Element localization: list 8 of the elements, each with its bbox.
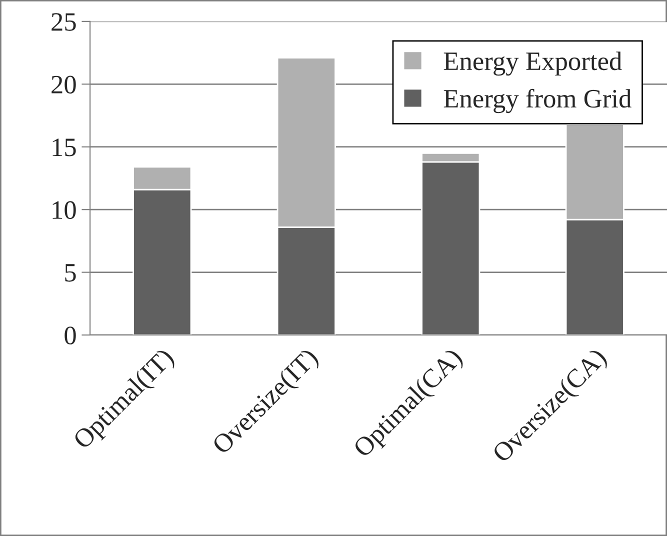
y-tick-label: 15 [52, 138, 76, 156]
legend-label: Energy Exported [444, 52, 622, 76]
y-tick-label: 20 [52, 76, 76, 94]
y-tick-label: 25 [52, 13, 76, 31]
y-tick-label: 0 [64, 326, 76, 344]
y-tick-label: 5 [65, 264, 76, 282]
legend-label: Energy from Grid [444, 88, 632, 114]
y-tick-label: 10 [52, 201, 76, 219]
